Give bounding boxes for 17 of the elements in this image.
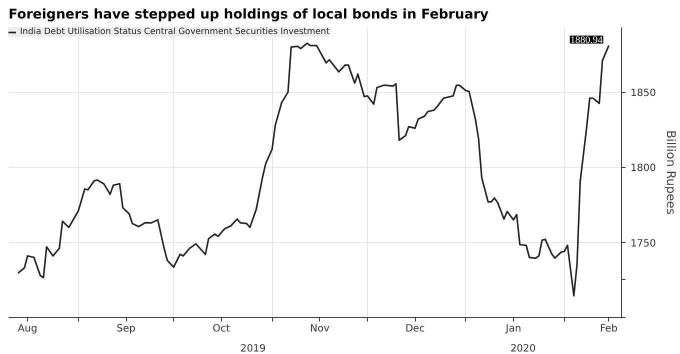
y-axis-title: Billion Rupees — [664, 130, 678, 215]
chart-title: Foreigners have stepped up holdings of local bonds in February — [8, 8, 489, 22]
y-tick-label: 1800 — [630, 163, 656, 174]
x2-tick-label: 2020 — [510, 344, 536, 354]
x-tick-label: Jan — [504, 324, 522, 334]
x-tick-label: Feb — [600, 324, 618, 334]
x-tick-label: Aug — [18, 324, 38, 334]
legend-label: India Debt Utilisation Status Central Government Securities Investment — [20, 27, 330, 37]
x-tick-label: Dec — [405, 324, 425, 334]
y-tick-label: 1850 — [630, 88, 656, 100]
data-label: 1880.94 — [570, 35, 603, 46]
x2-tick-label: 2019 — [240, 344, 266, 354]
line-series — [17, 42, 610, 297]
x-tick-label: Sep — [116, 324, 136, 334]
x-tick-label: Nov — [310, 324, 330, 334]
y-tick-label: 1750 — [630, 238, 656, 250]
x-tick-label: Oct — [212, 324, 230, 334]
